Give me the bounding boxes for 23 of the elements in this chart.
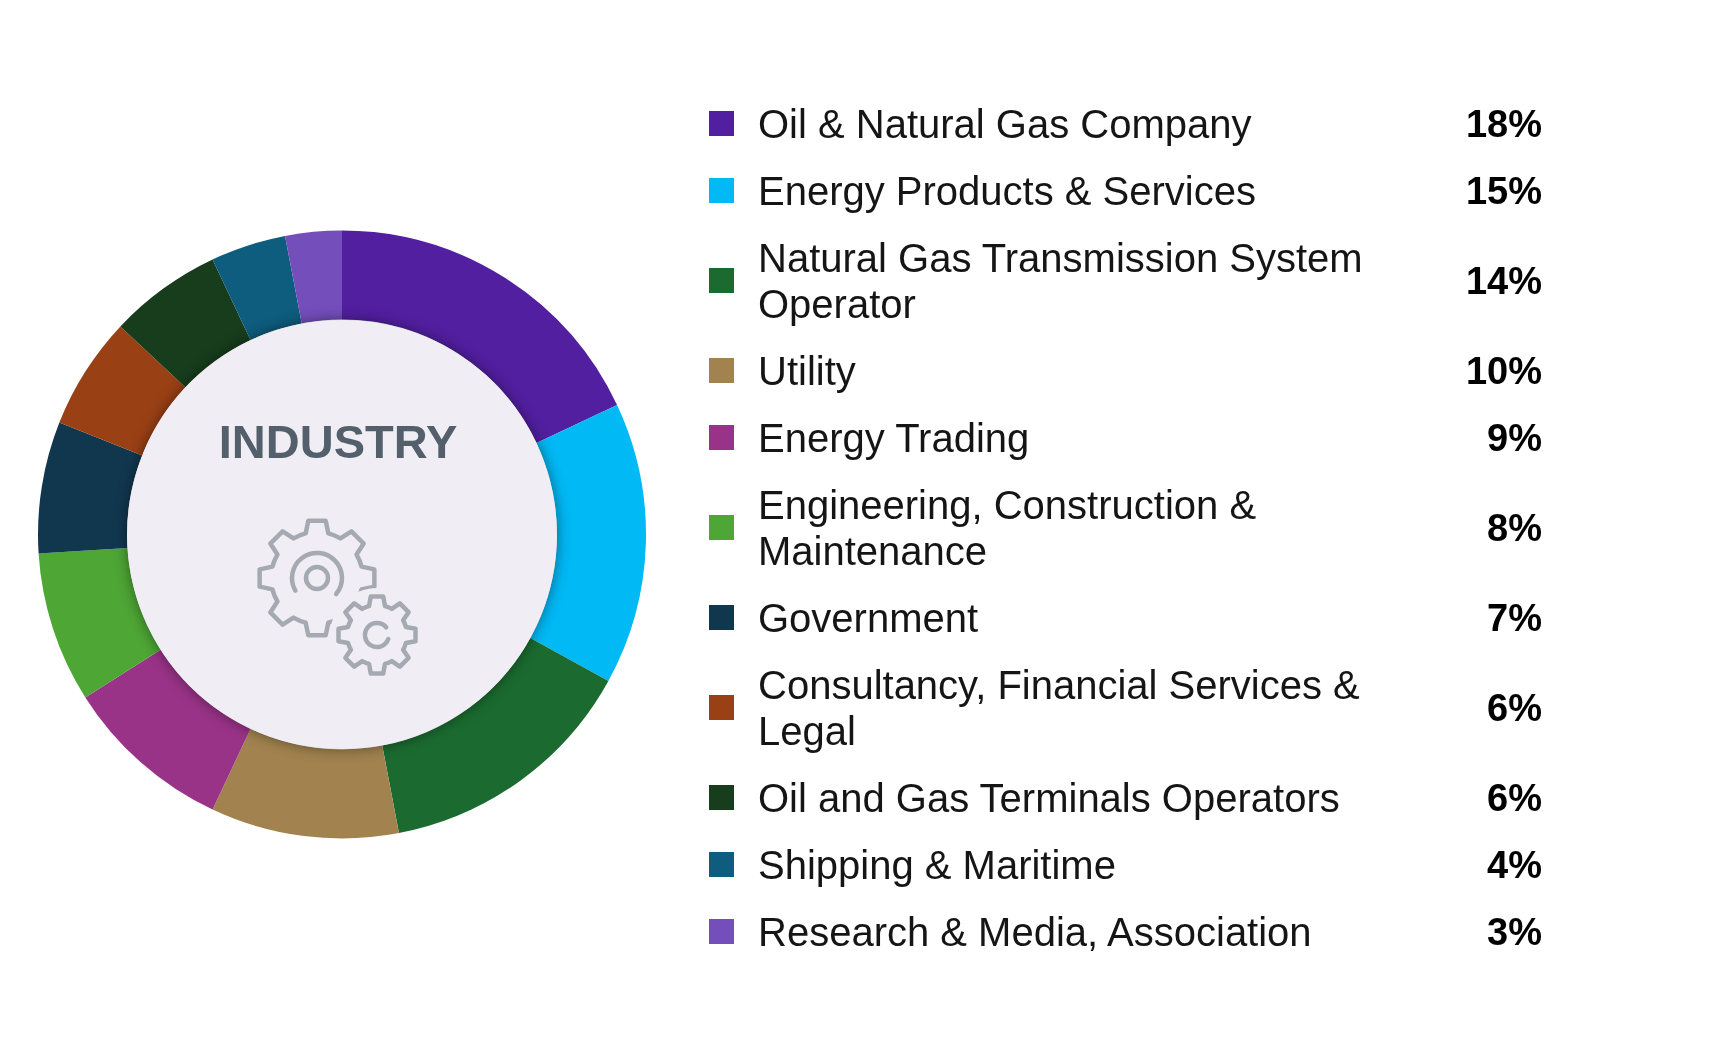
data-label: 18%	[1464, 101, 1542, 147]
legend-label: Utility	[758, 347, 857, 394]
legend-label: Consultancy, Financial Services & Legal	[758, 661, 1361, 754]
data-label: 8%	[1486, 505, 1542, 551]
legend-label: Shipping & Maritime	[758, 841, 1117, 888]
legend-label: Oil and Gas Terminals Operators	[758, 774, 1341, 821]
data-label: 4%	[1486, 842, 1542, 888]
legend-label: Natural Gas Transmission System Operator	[758, 234, 1364, 327]
data-label: 14%	[1464, 258, 1542, 304]
data-label: 7%	[1486, 595, 1542, 641]
legend-label: Research & Media, Association	[758, 908, 1313, 955]
data-label: 6%	[1486, 775, 1542, 821]
legend-label: Oil & Natural Gas Company	[758, 100, 1253, 147]
data-label: 6%	[1486, 685, 1542, 731]
data-label: 15%	[1464, 168, 1542, 214]
data-label: 9%	[1486, 415, 1542, 461]
data-label: 3%	[1486, 909, 1542, 955]
legend-label: Energy Products & Services	[758, 167, 1257, 214]
legend-label: Government	[758, 594, 980, 641]
legend-label: Engineering, Construction & Maintenance	[758, 481, 1258, 574]
text: INDUSTRY	[217, 415, 459, 468]
legend-label: Energy Trading	[758, 414, 1031, 461]
data-label: 10%	[1464, 348, 1542, 394]
